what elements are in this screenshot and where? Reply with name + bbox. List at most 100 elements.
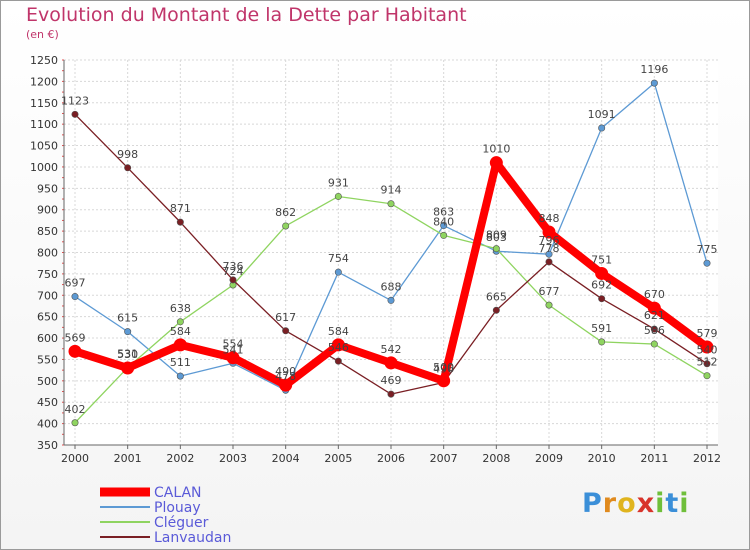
data-label-calan: 1010 [482,143,510,156]
data-label-cléguer: 840 [433,215,454,228]
data-label-cléguer: 914 [381,184,402,197]
data-label-calan: 490 [275,365,296,378]
y-tick-label: 500 [37,375,58,388]
data-labels: 569 530 584 554 490 584 542 500 1010 848 751 670 579… [61,63,718,416]
data-point-lanvaudan [176,218,184,226]
data-point-plouay [71,293,79,301]
data-point-cléguer [176,318,184,326]
series-lines [68,79,714,427]
data-label-cléguer: 512 [697,356,718,369]
data-point-calan [331,338,345,352]
data-label-plouay: 863 [433,206,454,219]
legend-label-calan: CALAN [154,485,202,501]
data-point-cléguer [545,301,553,309]
data-label-cléguer: 931 [328,176,349,189]
data-label-calan: 584 [328,325,349,338]
y-tick-label: 750 [37,268,58,281]
data-label-lanvaudan: 617 [275,311,296,324]
data-label-lanvaudan: 736 [223,260,244,273]
y-tick-label: 900 [37,204,58,217]
x-tick-label: 2007 [430,452,458,465]
data-label-calan: 751 [591,253,612,266]
data-label-lanvaudan: 871 [170,202,191,215]
y-tick-label: 550 [37,353,58,366]
y-tick-label: 1050 [30,140,58,153]
data-label-calan: 530 [117,348,138,361]
legend-label-cléguer: Cléguer [154,515,209,531]
data-label-lanvaudan: 469 [381,374,402,387]
y-tick-label: 700 [37,289,58,302]
data-point-calan [437,374,451,388]
data-label-lanvaudan: 621 [644,309,665,322]
data-label-lanvaudan: 778 [539,242,560,255]
data-point-calan [647,301,661,315]
proxiti-logo-letter: i [655,488,666,519]
data-label-plouay: 1091 [588,108,616,121]
data-point-lanvaudan [598,295,606,303]
data-point-plouay [334,268,342,276]
x-tick-label: 2012 [693,452,721,465]
x-tick-label: 2006 [377,452,405,465]
data-point-calan [542,225,556,239]
data-label-calan: 584 [170,325,191,338]
data-point-lanvaudan [387,390,395,398]
data-label-calan: 579 [697,327,718,340]
data-point-calan [384,356,398,370]
y-tick-label: 650 [37,311,58,324]
data-label-lanvaudan: 1123 [61,94,89,107]
y-tick-label: 950 [37,182,58,195]
data-label-plouay: 775 [697,243,718,256]
data-point-plouay [176,372,184,380]
x-tick-label: 2008 [482,452,510,465]
data-point-calan [279,378,293,392]
data-point-plouay [703,259,711,267]
data-point-cléguer [440,231,448,239]
data-label-lanvaudan: 540 [697,344,718,357]
data-point-lanvaudan [545,258,553,266]
y-tick-label: 1200 [30,75,58,88]
data-label-plouay: 688 [381,280,402,293]
data-point-lanvaudan [229,276,237,284]
proxiti-logo-letter: r [602,488,618,519]
data-label-calan: 848 [539,212,560,225]
proxiti-logo-letter: i [679,488,690,519]
data-label-calan: 569 [65,331,86,344]
data-label-plouay: 697 [65,277,86,290]
proxiti-logo-letter: x [636,488,656,519]
y-tick-label: 450 [37,396,58,409]
x-tick-label: 2003 [219,452,247,465]
data-label-calan: 542 [381,343,402,356]
data-point-lanvaudan [334,357,342,365]
data-point-calan [173,338,187,352]
data-point-calan [68,344,82,358]
data-point-cléguer [71,419,79,427]
data-point-calan [700,340,714,354]
data-point-plouay [124,328,132,336]
data-point-lanvaudan [71,110,79,118]
data-point-lanvaudan [282,327,290,335]
data-label-plouay: 754 [328,252,349,265]
data-point-lanvaudan [703,360,711,368]
data-label-cléguer: 531 [117,348,138,361]
data-point-plouay [545,250,553,258]
data-point-plouay [650,79,658,87]
data-label-plouay: 803 [486,231,507,244]
data-point-calan [595,266,609,280]
y-tick-label: 800 [37,247,58,260]
data-label-plouay: 615 [117,312,138,325]
data-point-lanvaudan [492,306,500,314]
proxiti-logo-letter: P [582,488,603,519]
y-tick-label: 1250 [30,54,58,67]
y-tick-label: 1150 [30,97,58,110]
data-label-lanvaudan: 692 [591,279,612,292]
y-tick-label: 1100 [30,118,58,131]
data-point-cléguer [334,192,342,200]
data-label-cléguer: 638 [170,302,191,315]
data-label-cléguer: 586 [644,324,665,337]
proxiti-logo: Proxiti [582,488,690,519]
chart-unit: (en €) [26,28,59,41]
y-tick-label: 350 [37,439,58,452]
x-tick-label: 2002 [166,452,194,465]
